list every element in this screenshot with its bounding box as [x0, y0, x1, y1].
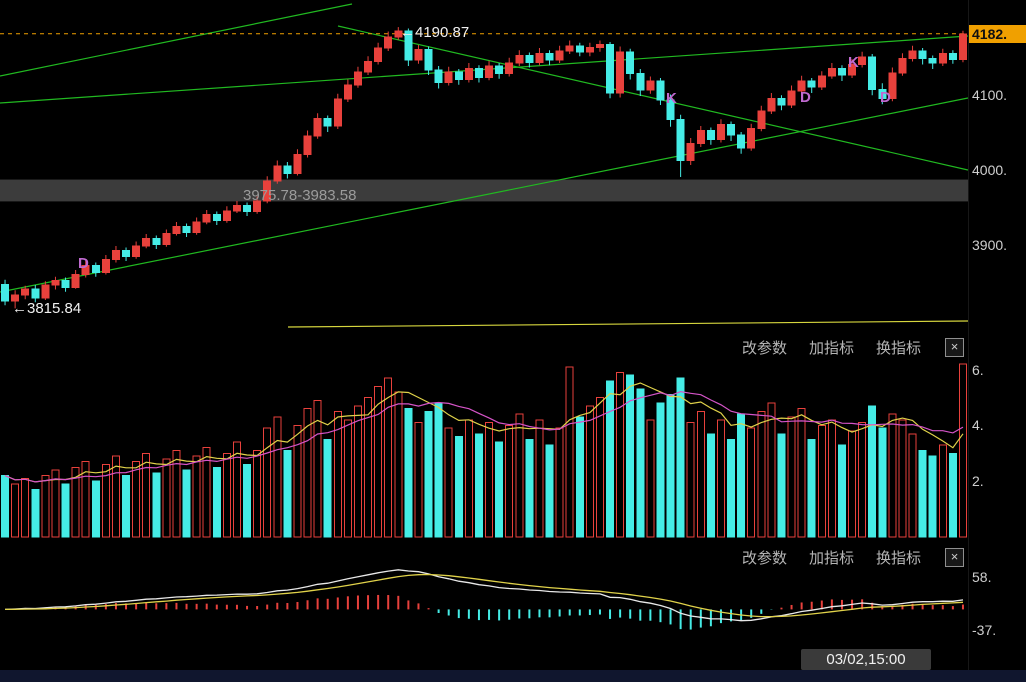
timestamp-label: 03/02,15:00	[801, 649, 931, 670]
svg-text:D: D	[800, 89, 811, 106]
kline-chart[interactable]: D K D K D ←4190.87 ←3815.84 3975.78-3983.58	[0, 0, 968, 336]
macd-axis-label: 58.	[972, 569, 992, 586]
close-icon[interactable]: ×	[945, 337, 964, 357]
volume-axis-label: 2.	[972, 473, 984, 490]
current-price-tag: 4182.	[969, 24, 1026, 43]
switch-indicator-button[interactable]: 换指标	[875, 549, 921, 567]
svg-text:K: K	[666, 90, 677, 107]
svg-text:K: K	[848, 54, 859, 71]
macd-chart[interactable]	[0, 568, 968, 648]
svg-text:D: D	[78, 255, 89, 272]
svg-text:3975.78-3983.58: 3975.78-3983.58	[243, 187, 356, 204]
modify-params-button[interactable]: 改参数	[741, 339, 787, 357]
macd-toolbar: 改参数 加指标 换指标 ×	[742, 547, 964, 567]
price-axis: 4182. 4100. 4000. 3900. 6. 4. 2. 58. -37…	[968, 0, 1026, 670]
price-label: 4000.	[972, 162, 1008, 179]
modify-params-button[interactable]: 改参数	[741, 549, 787, 567]
add-indicator-button[interactable]: 加指标	[808, 549, 854, 567]
price-label: 3900.	[972, 237, 1008, 254]
switch-indicator-button[interactable]: 换指标	[875, 339, 921, 357]
svg-text:D: D	[880, 89, 891, 106]
volume-axis-label: 4.	[972, 417, 984, 434]
close-icon[interactable]: ×	[945, 547, 964, 567]
svg-text:←3815.84: ←3815.84	[12, 300, 81, 317]
macd-axis-label: -37.	[972, 622, 997, 639]
volume-axis-label: 6.	[972, 361, 984, 378]
add-indicator-button[interactable]: 加指标	[808, 339, 854, 357]
volume-toolbar: 改参数 加指标 换指标 ×	[742, 337, 964, 357]
price-label: 4100.	[972, 87, 1008, 104]
volume-chart[interactable]	[0, 358, 968, 540]
bottom-bar	[0, 670, 1026, 682]
svg-text:←4190.87: ←4190.87	[400, 24, 469, 41]
